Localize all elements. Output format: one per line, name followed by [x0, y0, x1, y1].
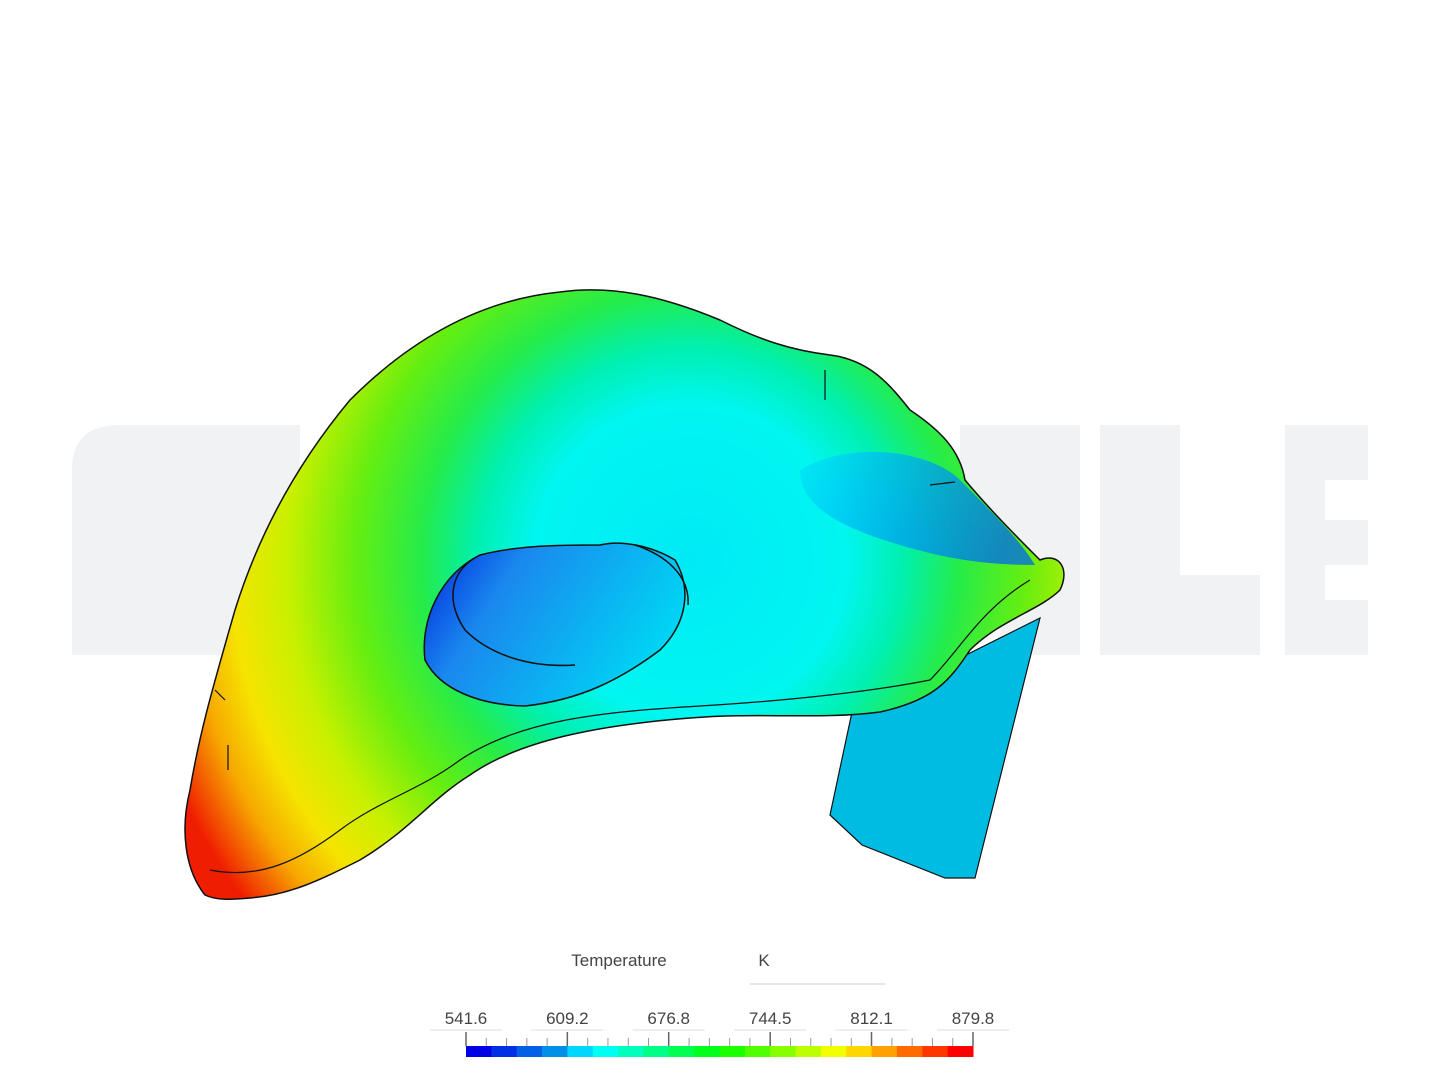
colorbar-band	[668, 1046, 695, 1057]
hole-rim	[452, 544, 689, 667]
legend-unit: K	[758, 951, 770, 970]
colorbar-band	[592, 1046, 619, 1057]
watermark	[72, 425, 1368, 655]
colorbar-band	[516, 1046, 543, 1057]
colorbar-band	[567, 1046, 594, 1057]
colorbar: 541.6 609.2 676.8 744.5 812.1 879.8	[430, 1009, 1009, 1057]
colorbar-band	[896, 1046, 923, 1057]
colorbar-band	[719, 1046, 746, 1057]
tick-label: 676.8	[647, 1009, 690, 1028]
tick-label: 879.8	[952, 1009, 995, 1028]
cool-zone	[800, 451, 1035, 565]
colorbar-band	[770, 1046, 797, 1057]
colorbar-band	[846, 1046, 873, 1057]
colorbar-band	[694, 1046, 720, 1057]
pillar	[829, 616, 1041, 879]
colorbar-band	[947, 1046, 974, 1057]
colorbar-band	[871, 1046, 898, 1057]
tick-label: 609.2	[546, 1009, 589, 1028]
colorbar-band	[820, 1046, 847, 1057]
hole	[423, 542, 686, 707]
colorbar-band	[618, 1046, 644, 1057]
edge-line	[209, 370, 1031, 874]
colorbar-band	[922, 1046, 949, 1057]
legend: Temperature K 541.6 609.2 676.8 744.5 812.1 8…	[430, 951, 1009, 1057]
tick-label: 812.1	[850, 1009, 893, 1028]
colorbar-band	[466, 1046, 492, 1057]
colorbar-band	[795, 1046, 822, 1057]
tick-label: 541.6	[445, 1009, 488, 1028]
colorbar-band	[744, 1046, 771, 1057]
colorbar-band	[491, 1046, 518, 1057]
colorbar-band	[643, 1046, 670, 1057]
tick-label: 744.5	[749, 1009, 792, 1028]
colorbar-band	[542, 1046, 568, 1057]
legend-title: Temperature	[571, 951, 666, 970]
